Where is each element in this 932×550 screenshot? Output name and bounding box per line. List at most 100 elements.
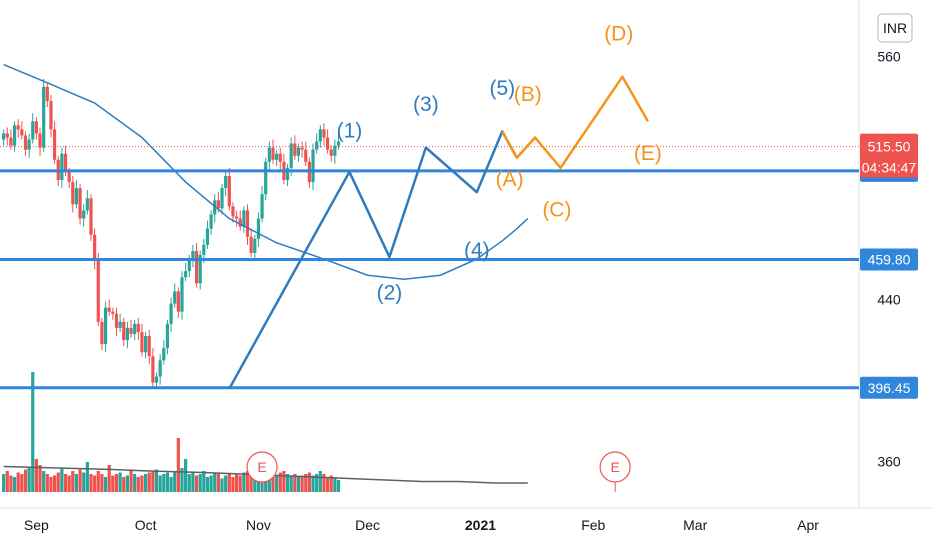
candle-body: [23, 135, 28, 150]
candle-body: [165, 323, 170, 349]
event-marker-circle: [599, 451, 631, 483]
time-tick-label: Feb: [581, 517, 605, 533]
candle-body: [31, 121, 35, 140]
currency-badge[interactable]: INR: [877, 13, 913, 43]
price-tick-label: 560: [877, 48, 901, 64]
candle-body: [173, 291, 177, 304]
volume-bar: [122, 477, 126, 492]
corrective-wave-label: (D): [604, 22, 633, 45]
volume-bar: [107, 465, 111, 492]
candle-body: [38, 133, 42, 148]
price-axis: 360440560494.00459.80396.45515.5004:34:4…: [860, 48, 918, 470]
candle-body: [125, 327, 129, 341]
volume-bar: [5, 471, 9, 492]
candle-body: [220, 188, 224, 209]
volume-bar: [12, 477, 17, 492]
volume-bar: [31, 372, 35, 492]
candle-body: [304, 149, 308, 162]
event-marker-label: E: [257, 459, 266, 475]
volume-ma-line: [3, 465, 528, 484]
time-tick-label: 2021: [465, 517, 496, 533]
candle-body: [147, 336, 151, 357]
volume-bar: [296, 477, 301, 492]
currency-label: INR: [883, 20, 907, 36]
candle-body: [191, 250, 195, 260]
volume-bar: [63, 474, 68, 492]
event-marker-label: E: [610, 459, 619, 475]
volume-bar: [16, 472, 20, 492]
volume-bar: [136, 477, 140, 492]
volume-bar: [71, 471, 75, 492]
corrective-wave-path: [501, 75, 649, 170]
volume-bar: [169, 477, 173, 492]
candle-body: [2, 133, 6, 140]
volume-bar: [111, 475, 115, 492]
candle-body: [118, 321, 122, 328]
volume-bar: [173, 471, 177, 492]
volume-bar: [2, 474, 6, 492]
volume-bar: [311, 475, 315, 492]
volume-bar: [216, 474, 220, 492]
volume-bar: [143, 474, 148, 492]
volume-bar: [78, 469, 82, 492]
candle-body: [318, 129, 322, 142]
volume-bar: [125, 475, 129, 492]
volume-bar: [191, 472, 195, 492]
candle-body: [158, 360, 162, 377]
candle-body: [154, 376, 159, 383]
candle-body: [234, 216, 239, 219]
impulse-wave-label: (5): [489, 77, 515, 100]
volume-bar: [96, 471, 100, 492]
volume-bar: [20, 474, 24, 492]
volume-bar: [38, 465, 42, 492]
candle-body: [20, 129, 24, 136]
candle-body: [187, 259, 191, 272]
candle-body: [216, 200, 220, 209]
volume-bar: [176, 438, 180, 492]
volume-bar: [234, 474, 239, 492]
candle-body: [27, 139, 31, 150]
volume-bar: [285, 474, 290, 492]
volume-bar: [205, 477, 210, 492]
time-tick-label: Mar: [683, 517, 707, 533]
candle-body: [249, 236, 253, 253]
volume-bar: [282, 471, 286, 492]
volume-bar: [165, 472, 170, 492]
candle-body: [325, 137, 330, 150]
candle-body: [213, 200, 217, 215]
volume-bar: [82, 472, 86, 492]
volume-bar: [67, 475, 71, 492]
volume-bar: [333, 478, 337, 492]
volume-bar: [158, 475, 162, 492]
candle-body: [136, 323, 140, 332]
price-tick-label: 440: [877, 292, 901, 308]
time-tick-label: Apr: [797, 517, 819, 533]
candle-body: [296, 147, 301, 156]
candle-body: [329, 149, 333, 156]
candle-body: [52, 129, 57, 160]
volume-bar: [180, 468, 184, 492]
level-price-tag-bg: [860, 376, 918, 399]
volume-bar: [198, 474, 202, 492]
volume-bar: [184, 459, 188, 492]
candle-body: [71, 182, 75, 205]
candle-body: [151, 356, 155, 383]
volume-bar: [103, 477, 108, 492]
candle-body: [315, 141, 319, 150]
candle-body: [9, 137, 13, 146]
volume-bar: [9, 475, 13, 492]
time-tick-label: Dec: [355, 517, 380, 533]
candle-body: [12, 125, 17, 146]
last-price-tag-bg: [860, 133, 918, 178]
candle-body: [63, 153, 68, 172]
time-tick-label: Nov: [246, 517, 271, 533]
volume-bar: [245, 471, 250, 492]
candle-body: [85, 198, 89, 211]
volume-bar: [154, 469, 159, 492]
candle-body: [114, 313, 119, 328]
volume-bar: [23, 469, 28, 492]
candle-body: [278, 153, 282, 162]
volume-bar: [162, 474, 166, 492]
